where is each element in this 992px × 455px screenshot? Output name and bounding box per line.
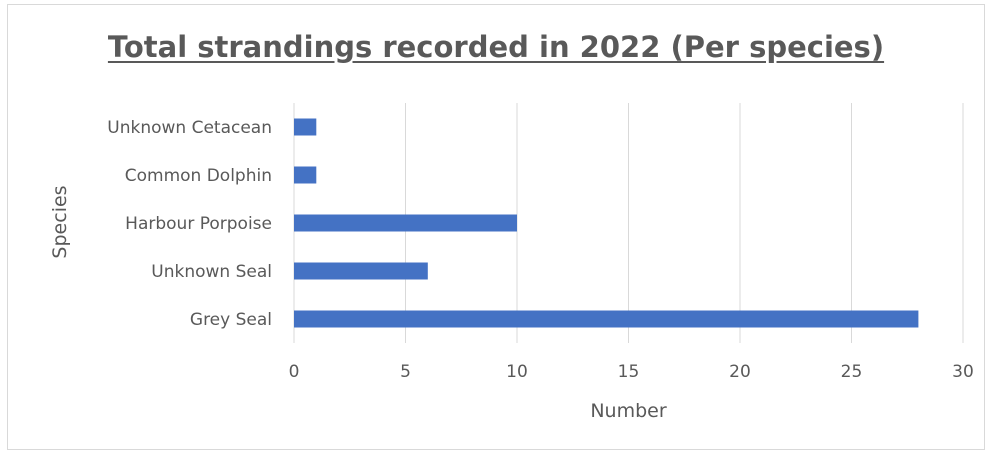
chart-title: Total strandings recorded in 2022 (Per s…: [107, 30, 885, 64]
x-tick-label: 5: [400, 362, 411, 382]
x-tick-label: 20: [729, 362, 751, 382]
x-tick-labels: 0 5 10 15 20 25 30: [289, 362, 974, 382]
bar-unknown-cetacean: [294, 118, 317, 136]
category-label: Unknown Seal: [151, 262, 272, 282]
bar-common-dolphin: [294, 166, 317, 184]
x-tick-label: 10: [506, 362, 528, 382]
x-axis-label: Number: [590, 400, 667, 422]
x-tick-label: 25: [841, 362, 863, 382]
x-tick-label: 15: [618, 362, 640, 382]
category-labels: Grey Seal Unknown Seal Harbour Porpoise Com…: [107, 118, 272, 330]
x-tick-label: 0: [289, 362, 300, 382]
bars: [294, 118, 919, 328]
bar-unknown-seal: [294, 262, 428, 280]
bar-grey-seal: [294, 310, 919, 328]
category-label: Unknown Cetacean: [107, 118, 272, 138]
category-label: Common Dolphin: [125, 166, 272, 186]
category-label: Harbour Porpoise: [125, 214, 272, 234]
y-axis-label: Species: [49, 185, 71, 258]
category-label: Grey Seal: [190, 310, 272, 330]
x-tick-label: 30: [952, 362, 974, 382]
bar-harbour-porpoise: [294, 214, 517, 232]
